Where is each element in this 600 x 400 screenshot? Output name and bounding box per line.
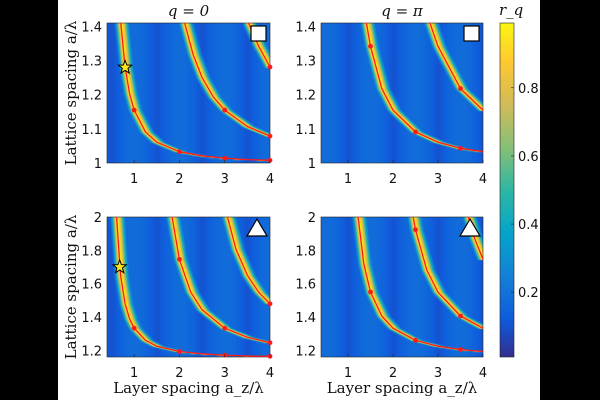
data-point [222, 155, 228, 161]
y-tick-label: 1.1 [81, 123, 102, 138]
y-tick-label: 1.8 [295, 244, 316, 259]
x-tick-label: 1 [130, 366, 138, 381]
colorbar-label: r_q [499, 1, 523, 19]
x-tick-label: 2 [389, 172, 397, 187]
plot-frame [106, 216, 271, 358]
data-point [267, 133, 273, 139]
data-point [368, 43, 373, 49]
data-point [177, 149, 182, 155]
panel-bottom-left: 1 2 3 4 1.2 1.4 1.6 1.8 2 Lattice spacing a/λ Laye… [62, 211, 274, 397]
data-point [267, 340, 273, 346]
x-axis-label: Layer spacing a_z/λ [113, 379, 264, 397]
colorbar-tick-label: 0.8 [518, 82, 539, 97]
y-tick-label: 1 [308, 157, 316, 172]
plot-frame [106, 22, 271, 164]
x-tick-label: 2 [175, 172, 183, 187]
colorbar-tick-label: 0.2 [518, 286, 539, 301]
panel-top-left: 1 2 3 4 1 1.1 1.2 1.3 1.4 q = 0 Lattice spacing a/… [62, 2, 274, 187]
x-tick-label: 1 [344, 172, 352, 187]
data-point [267, 64, 273, 70]
y-tick-label: 1.4 [81, 311, 102, 326]
y-tick-label: 1 [94, 157, 102, 172]
y-tick-label: 1.2 [81, 89, 102, 104]
y-tick-label: 1.3 [295, 55, 316, 70]
data-point [458, 145, 463, 151]
data-point [458, 313, 463, 319]
y-tick-label: 1.6 [295, 278, 316, 293]
plot-frame [320, 216, 484, 358]
resonance-curve [184, 22, 271, 137]
star-marker-icon [111, 258, 128, 274]
x-axis-label: Layer spacing a_z/λ [327, 379, 478, 397]
x-tick-label: 4 [266, 172, 274, 187]
triangle-marker-icon [245, 217, 269, 237]
data-point [458, 347, 463, 352]
panel-title: q = π [381, 2, 424, 20]
x-tick-label: 3 [434, 366, 442, 381]
colorbar-axis: 0.2 0.4 0.6 0.8 r_q [499, 1, 539, 358]
data-point [131, 325, 137, 331]
panel-top-right: 1 2 3 4 1 1.1 1.2 1.3 1.4 q = π [295, 2, 487, 187]
data-point [177, 349, 182, 354]
resonance-curve [429, 22, 484, 111]
y-axis-label: Lattice spacing a/λ [62, 214, 80, 359]
y-tick-label: 1.4 [81, 20, 102, 35]
x-tick-label: 2 [175, 366, 183, 381]
resonance-curve [357, 216, 484, 353]
resonance-curve [365, 22, 484, 153]
x-tick-label: 1 [130, 172, 138, 187]
data-point [413, 227, 418, 233]
plot-frame [320, 22, 484, 164]
y-tick-label: 1.2 [295, 344, 316, 359]
triangle-marker-icon [458, 217, 482, 237]
star-marker-icon [117, 59, 134, 75]
y-axis-label: Lattice spacing a/λ [62, 20, 80, 165]
y-tick-label: 1.6 [81, 278, 102, 293]
square-marker-icon [250, 25, 267, 42]
x-tick-label: 4 [266, 366, 274, 381]
data-point [413, 337, 418, 343]
y-tick-label: 1.2 [295, 89, 316, 104]
y-tick-label: 1.3 [81, 55, 102, 70]
y-tick-label: 1.2 [81, 344, 102, 359]
heatmap-top-right [321, 23, 483, 163]
y-tick-label: 1.4 [295, 311, 316, 326]
colorbar [500, 23, 514, 357]
x-tick-label: 3 [221, 172, 229, 187]
data-point [131, 107, 137, 113]
data-point [222, 107, 228, 113]
panel-title: q = 0 [168, 2, 210, 20]
data-point [458, 86, 463, 91]
y-tick-label: 1.4 [295, 20, 316, 35]
resonance-curve [120, 22, 271, 161]
data-point [368, 289, 373, 295]
data-point [222, 325, 228, 331]
x-tick-label: 3 [434, 172, 442, 187]
data-point [267, 301, 273, 307]
x-tick-label: 4 [479, 172, 487, 187]
x-tick-label: 3 [221, 366, 229, 381]
heatmap-top-left [107, 23, 270, 163]
y-tick-label: 1.8 [81, 244, 102, 259]
y-tick-label: 2 [308, 211, 316, 226]
data-point [177, 256, 182, 262]
colorbar-frame [499, 22, 515, 358]
resonance-curve [115, 216, 271, 357]
x-tick-label: 1 [344, 366, 352, 381]
colorbar-tick-label: 0.4 [518, 218, 539, 233]
colorbar-tick-label: 0.6 [518, 150, 539, 165]
y-tick-label: 2 [94, 211, 102, 226]
x-tick-label: 4 [479, 366, 487, 381]
data-point [413, 129, 418, 135]
square-marker-icon [463, 25, 480, 42]
y-tick-label: 1.1 [295, 123, 316, 138]
x-tick-label: 2 [389, 366, 397, 381]
resonance-curve [226, 216, 271, 305]
